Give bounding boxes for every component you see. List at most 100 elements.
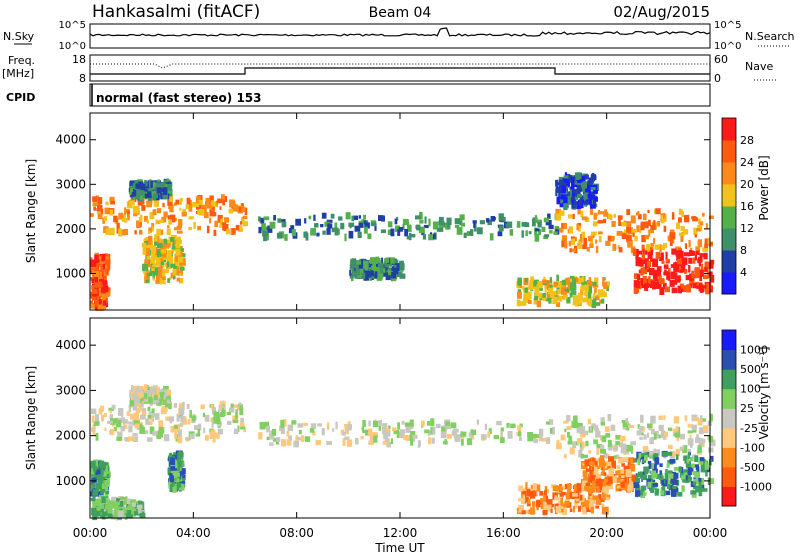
heatmap-cell xyxy=(602,281,608,287)
heatmap-cell xyxy=(700,438,706,444)
heatmap-cell xyxy=(189,409,192,418)
heatmap-cell xyxy=(635,254,639,259)
heatmap-cell xyxy=(605,506,609,515)
heatmap-cell xyxy=(683,469,689,476)
heatmap-cell xyxy=(543,495,548,502)
heatmap-cell xyxy=(705,469,708,477)
heatmap-cell xyxy=(197,428,201,436)
heatmap-cell xyxy=(535,492,539,497)
heatmap-cell xyxy=(324,221,330,227)
heatmap-cell xyxy=(221,404,226,409)
heatmap-cell xyxy=(90,300,93,304)
heatmap-cell xyxy=(637,250,643,255)
heatmap-cell xyxy=(395,272,402,277)
heatmap-cell xyxy=(566,490,572,497)
heatmap-cell xyxy=(370,257,376,264)
heatmap-cell xyxy=(525,482,528,490)
heatmap-cell xyxy=(611,220,616,227)
heatmap-cell xyxy=(235,409,238,413)
heatmap-cell xyxy=(346,427,352,431)
heatmap-cell xyxy=(322,230,326,235)
heatmap-cell xyxy=(135,420,140,424)
heatmap-cell xyxy=(276,232,283,239)
heatmap-cell xyxy=(374,273,378,279)
heatmap-cell xyxy=(273,438,279,442)
heatmap-cell xyxy=(129,180,135,186)
heatmap-cell xyxy=(658,256,663,262)
heatmap-cell xyxy=(156,194,160,201)
heatmap-cell xyxy=(410,431,416,436)
heatmap-cell xyxy=(104,427,107,431)
heatmap-cell xyxy=(536,284,542,289)
heatmap-cell xyxy=(172,268,177,275)
heatmap-cell xyxy=(155,262,161,266)
heatmap-cell xyxy=(607,460,612,467)
heatmap-cell xyxy=(407,221,410,228)
heatmap-cell xyxy=(487,219,492,226)
heatmap-cell xyxy=(600,421,606,426)
heatmap-cell xyxy=(177,199,182,205)
heatmap-cell xyxy=(366,274,369,278)
heatmap-cell xyxy=(287,424,294,432)
heatmap-cell xyxy=(304,218,307,224)
heatmap-cell xyxy=(651,249,654,253)
heatmap-cell xyxy=(580,175,586,182)
heatmap-cell xyxy=(592,458,596,466)
heatmap-cell xyxy=(128,421,134,425)
heatmap-cell xyxy=(532,218,536,227)
heatmap-cell xyxy=(139,389,144,393)
heatmap-cell xyxy=(232,228,236,235)
heatmap-cell xyxy=(600,449,606,454)
heatmap-cell xyxy=(591,466,594,471)
heatmap-cell xyxy=(350,263,356,269)
heatmap-cell xyxy=(142,386,149,390)
heatmap-cell xyxy=(566,175,573,181)
heatmap-cell xyxy=(163,393,166,400)
heatmap-cell xyxy=(110,428,115,436)
heatmap-cell xyxy=(517,505,524,513)
heatmap-cell xyxy=(679,433,685,440)
heatmap-cell xyxy=(700,418,706,422)
heatmap-cell xyxy=(363,226,368,234)
heatmap-cell xyxy=(546,495,549,503)
heatmap-cell xyxy=(698,218,701,224)
heatmap-cell xyxy=(603,478,610,484)
heatmap-cell xyxy=(96,208,100,211)
heatmap-cell xyxy=(585,482,591,486)
heatmap-cell xyxy=(280,429,285,434)
heatmap-cell xyxy=(179,413,183,418)
heatmap-cell xyxy=(219,206,222,210)
heatmap-cell xyxy=(390,228,395,237)
heatmap-cell xyxy=(130,186,134,190)
heatmap-cell xyxy=(101,293,106,301)
heatmap-cell xyxy=(611,460,616,468)
heatmap-cell xyxy=(156,228,162,236)
heatmap-cell xyxy=(678,232,685,236)
heatmap-cell xyxy=(97,205,103,212)
heatmap-cell xyxy=(593,284,596,288)
heatmap-cell xyxy=(652,483,659,487)
heatmap-cell xyxy=(347,421,351,427)
heatmap-cell xyxy=(604,426,610,433)
heatmap-cell xyxy=(597,220,604,224)
heatmap-cell xyxy=(566,287,569,292)
heatmap-cell xyxy=(702,440,705,448)
heatmap-cell xyxy=(126,498,131,504)
heatmap-cell xyxy=(681,485,685,492)
heatmap-cell xyxy=(144,241,151,245)
heatmap-cell xyxy=(139,426,145,434)
heatmap-cell xyxy=(209,210,215,217)
heatmap-cell xyxy=(456,227,463,235)
heatmap-cell xyxy=(373,267,380,272)
heatmap-cell xyxy=(261,223,266,231)
heatmap-cell xyxy=(177,480,180,488)
heatmap-cell xyxy=(692,481,697,486)
heatmap-cell xyxy=(150,180,153,188)
heatmap-cell xyxy=(563,294,568,299)
heatmap-cell xyxy=(574,172,580,180)
heatmap-cell xyxy=(133,190,137,197)
heatmap-cell xyxy=(97,256,102,260)
heatmap-cell xyxy=(98,474,105,478)
heatmap-cell xyxy=(569,508,573,513)
heatmap-cell xyxy=(516,507,519,512)
